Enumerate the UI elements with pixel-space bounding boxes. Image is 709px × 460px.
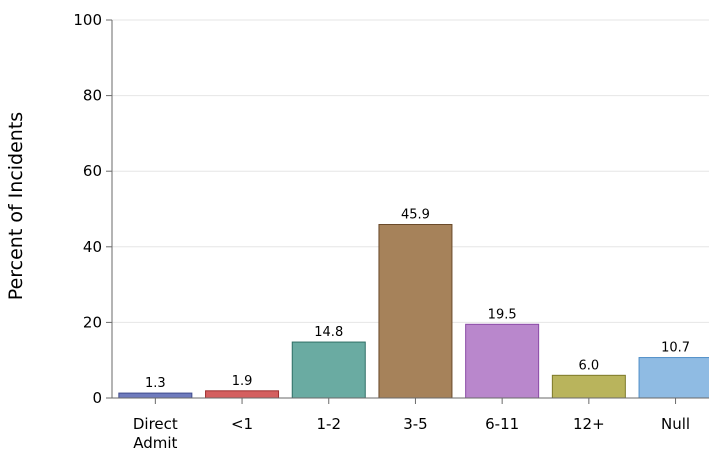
bar-value-label: 14.8 [314, 325, 343, 340]
bar-value-label: 10.7 [661, 341, 690, 356]
y-axis-title: Percent of Incidents [5, 112, 27, 300]
bar [291, 341, 366, 399]
bars [118, 223, 709, 399]
y-tick-label: 100 [73, 11, 102, 29]
bar-value-label: 1.3 [145, 376, 166, 391]
bar [205, 390, 280, 399]
x-tick-label: Direct [133, 415, 178, 433]
bar [638, 357, 709, 399]
bar-value-label: 6.0 [579, 358, 600, 373]
bar-value-label: 1.9 [232, 374, 253, 389]
y-tick-label: 40 [83, 238, 102, 256]
bar-value-label: 19.5 [488, 307, 517, 322]
gridlines [112, 19, 709, 323]
y-tick-label: 0 [92, 389, 102, 407]
bar [118, 392, 193, 399]
y-tick-label: 60 [83, 162, 102, 180]
bar [378, 223, 453, 399]
x-tick-label: 12+ [573, 415, 605, 433]
bar [465, 323, 540, 399]
x-tick-label: 1-2 [317, 415, 342, 433]
x-tick-label: 6-11 [485, 415, 519, 433]
x-tick-label: Null [661, 415, 690, 433]
x-tick-label: <1 [231, 415, 253, 433]
y-tick-label: 80 [83, 87, 102, 105]
bar-value-label: 45.9 [401, 207, 430, 222]
data-labels: 1.3 1.9 14.8 45.9 19.5 6.0 10.7 [145, 207, 690, 391]
y-tick-label: 20 [83, 313, 102, 331]
x-tick-label: 3-5 [403, 415, 428, 433]
x-tick-label: Admit [133, 434, 177, 452]
bar [551, 374, 626, 399]
